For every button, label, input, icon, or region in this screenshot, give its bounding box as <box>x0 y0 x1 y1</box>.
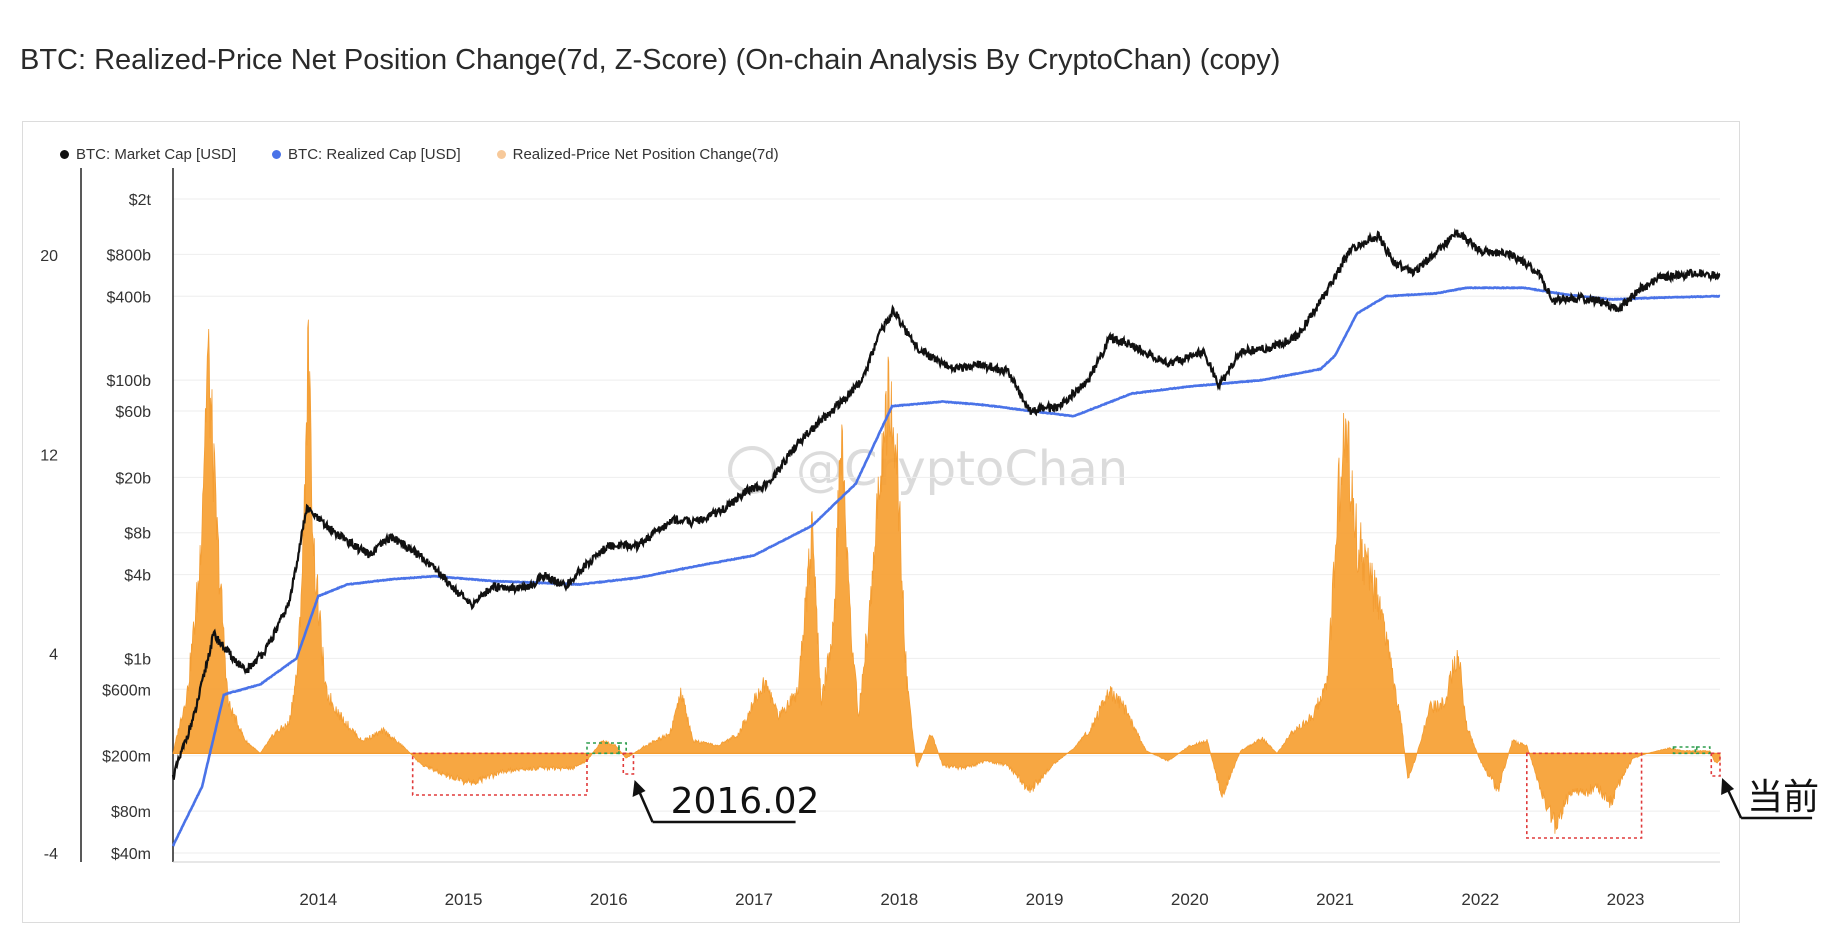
legend-dot-market-cap <box>60 150 69 159</box>
bear-zone-box <box>1526 752 1643 839</box>
legend-dot-net-position <box>496 150 506 159</box>
realized-cap-line <box>171 285 1721 847</box>
cap-axis-tick-label: $600m <box>102 682 151 699</box>
cap-axis-tick-label: $400b <box>107 289 152 306</box>
arrow-head <box>632 780 646 797</box>
x-axis-tick-label: 2019 <box>1026 890 1064 909</box>
z-axis-tick-label: 20 <box>40 248 58 265</box>
chart-title: BTC: Realized-Price Net Position Change(… <box>20 44 1281 76</box>
cap-axis-tick-label: $20b <box>115 470 151 487</box>
legend-item-market-cap[interactable]: BTC: Market Cap [USD] <box>60 146 236 163</box>
watermark-text: @CryptoChan <box>796 441 1128 497</box>
annotation-label-current: 当前 <box>1747 777 1819 818</box>
dip-box <box>622 752 635 775</box>
legend-item-realized-cap[interactable]: BTC: Realized Cap [USD] <box>272 146 461 163</box>
net-position-area <box>172 319 1721 834</box>
z-axis-tick-label: 4 <box>49 647 58 664</box>
x-axis-tick-label: 2022 <box>1461 890 1499 909</box>
cap-axis-tick-label: $4b <box>124 568 151 585</box>
cap-axis-tick-label: $100b <box>107 373 152 390</box>
x-axis-tick-label: 2015 <box>445 890 483 909</box>
market-cap-line <box>171 228 1721 780</box>
cap-axis-tick-label: $200m <box>102 749 151 766</box>
cap-axis-tick-label: $800b <box>107 247 152 264</box>
recovery-box <box>1672 746 1697 755</box>
x-axis-tick-label: 2014 <box>299 890 337 909</box>
z-axis-tick-label: 12 <box>40 447 58 464</box>
x-axis-tick-label: 2018 <box>880 890 918 909</box>
legend-label-market-cap: BTC: Market Cap [USD] <box>76 146 237 163</box>
legend-item-net-position[interactable]: Realized-Price Net Position Change(7d) <box>496 146 779 163</box>
legend-label-realized-cap: BTC: Realized Cap [USD] <box>288 146 461 163</box>
x-axis-tick-label: 2021 <box>1316 890 1354 909</box>
arrow-line <box>1725 787 1743 819</box>
legend: BTC: Market Cap [USD] BTC: Realized Cap … <box>60 146 779 163</box>
cap-axis-tick-label: $40m <box>111 846 151 863</box>
x-axis-tick-label: 2020 <box>1171 890 1209 909</box>
x-axis-tick-label: 2023 <box>1607 890 1645 909</box>
cap-axis-tick-label: $8b <box>124 526 151 543</box>
x-axis-tick-label: 2017 <box>735 890 773 909</box>
cap-axis-tick-label: $2t <box>129 192 152 209</box>
cap-axis-tick-label: $80m <box>111 804 151 821</box>
annotation-label-2016-02: 2016.02 <box>671 781 820 822</box>
z-axis-tick-label: -4 <box>44 846 58 863</box>
legend-dot-realized-cap <box>272 150 282 159</box>
recovery-box <box>1695 746 1711 755</box>
cap-axis-tick-label: $60b <box>115 404 151 421</box>
arrow-head <box>1721 778 1735 795</box>
x-axis-tick-label: 2016 <box>590 890 628 909</box>
current-dip-box <box>1710 752 1721 777</box>
legend-label-net-position: Realized-Price Net Position Change(7d) <box>512 146 779 163</box>
recovery-box <box>618 742 628 755</box>
arrow-line <box>637 789 654 823</box>
cap-axis-tick-label: $1b <box>124 651 151 668</box>
